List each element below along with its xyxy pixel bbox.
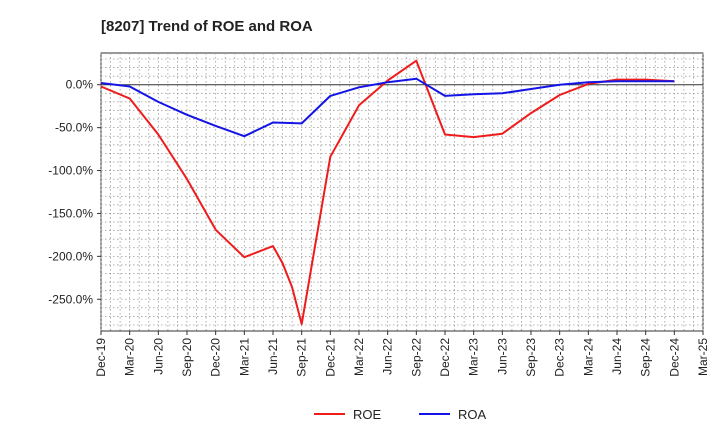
legend-roe-label: ROE: [353, 407, 382, 422]
x-tick-label: Jun-22: [381, 338, 395, 375]
y-tick-label: -200.0%: [48, 249, 93, 263]
x-tick-label: Mar-22: [352, 338, 366, 376]
x-tick-label: Jun-21: [266, 338, 280, 375]
x-tick-label: Sep-24: [639, 338, 653, 377]
x-tick-label: Jun-20: [151, 338, 165, 375]
x-tick-label: Jun-24: [610, 338, 624, 375]
x-tick-label: Mar-23: [467, 338, 481, 376]
legend: ROE ROA: [314, 407, 487, 422]
series-line-roa: [100, 77, 675, 138]
plot-area: 0.0% -50.0% -100.0% -150.0% -200.0% -250.0% De…: [48, 52, 710, 377]
y-tick-label: 0.0%: [66, 78, 94, 92]
x-tick-label: Sep-20: [180, 338, 194, 377]
x-tick-label: Sep-23: [524, 338, 538, 377]
x-tick-label: Sep-21: [295, 338, 309, 377]
x-tick-label: Dec-19: [94, 338, 108, 377]
x-tick-label: Sep-22: [409, 338, 423, 377]
legend-roa-label: ROA: [458, 407, 487, 422]
x-tick-label: Mar-21: [237, 338, 251, 376]
x-tick-label: Dec-24: [667, 338, 681, 377]
x-tick-label: Jun-23: [495, 338, 509, 375]
x-tick-label: Dec-21: [323, 338, 337, 377]
x-tick-label: Mar-20: [123, 338, 137, 376]
y-tick-label: -50.0%: [55, 121, 93, 135]
x-tick-label: Dec-22: [438, 338, 452, 377]
x-tick-label: Mar-24: [581, 338, 595, 376]
plot-frame: [100, 52, 704, 332]
chart-title: [8207] Trend of ROE and ROA: [101, 18, 313, 35]
y-tick-label: -250.0%: [48, 292, 93, 306]
x-tick-label: Dec-23: [553, 338, 567, 377]
x-tick-label: Dec-20: [209, 338, 223, 377]
y-tick-label: -150.0%: [48, 206, 93, 220]
x-tick-label: Mar-25: [696, 338, 710, 376]
series-line-roe: [100, 59, 675, 326]
y-tick-label: -100.0%: [48, 164, 93, 178]
